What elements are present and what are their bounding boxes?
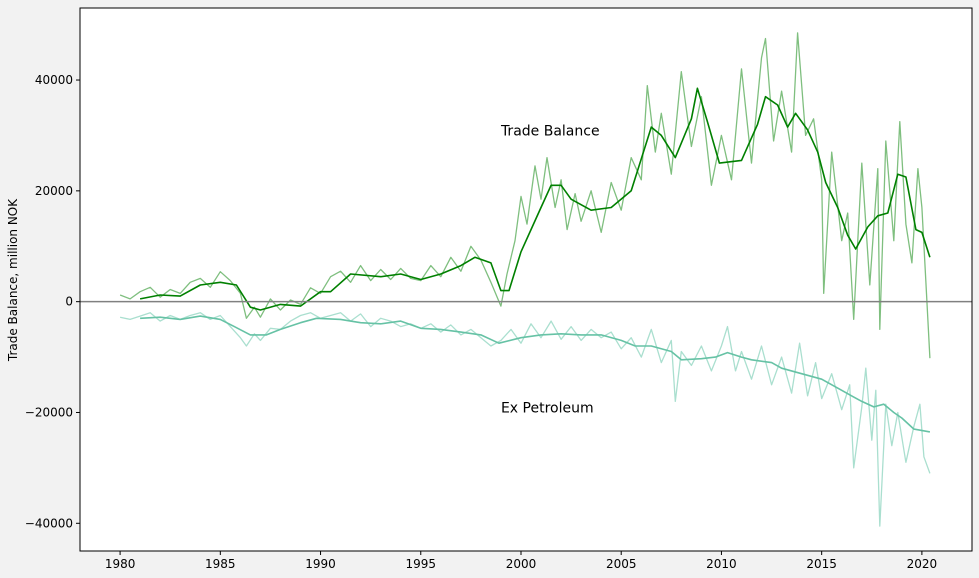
series-line-1-monthly (119, 32, 931, 359)
x-tick-label: 1985 (205, 557, 236, 571)
y-tick-label: −20000 (25, 405, 73, 419)
x-tick-label: 2020 (907, 557, 938, 571)
y-tick-label: 20000 (35, 184, 73, 198)
annotation-label: Ex Petroleum (501, 400, 594, 416)
x-tick-label: 1980 (105, 557, 136, 571)
plot-area (80, 8, 972, 551)
x-tick-label: 1990 (305, 557, 336, 571)
y-axis-label: Trade Balance, million NOK (6, 198, 20, 362)
y-axis: −40000 −20000 0 20000 40000 (25, 73, 80, 530)
x-tick-label: 1995 (405, 557, 436, 571)
y-tick-label: −40000 (25, 516, 73, 530)
series-line-3-monthly (119, 312, 931, 527)
plot-frame (79, 7, 973, 552)
series-line-4-trend (140, 315, 931, 433)
x-tick-label: 2005 (606, 557, 637, 571)
annotation-label: Trade Balance (500, 123, 600, 139)
y-tick-label: 40000 (35, 73, 73, 87)
x-tick-label: 2010 (706, 557, 737, 571)
x-axis: 1980 1985 1990 1995 2000 2005 2010 2015 2020 (105, 551, 937, 571)
y-tick-label: 0 (65, 295, 73, 309)
x-tick-label: 2015 (806, 557, 837, 571)
x-tick-label: 2000 (506, 557, 537, 571)
annotations: Trade Balance Ex Petroleum (500, 123, 600, 416)
